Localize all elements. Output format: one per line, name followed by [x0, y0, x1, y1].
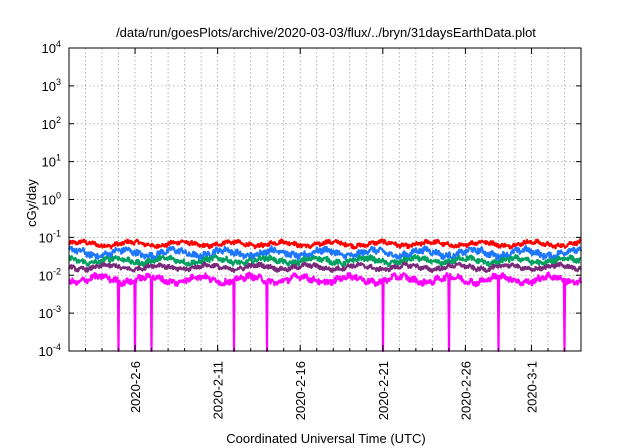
y-tick-exponent: 4: [56, 39, 61, 49]
y-tick-exponent: 1: [56, 153, 61, 163]
y-tick-exponent: -4: [53, 342, 61, 352]
data-series: [67, 238, 583, 353]
y-tick-label: 10-3: [39, 304, 61, 321]
y-tick-base: 10: [39, 230, 53, 245]
y-tick-base: 10: [42, 117, 56, 132]
y-tick-label: 101: [42, 153, 61, 170]
y-tick-base: 10: [39, 306, 53, 321]
series-line: [67, 244, 583, 262]
y-tick-base: 10: [42, 41, 56, 56]
x-tick-label: 2020-2-11: [211, 361, 226, 419]
series-line: [68, 261, 582, 274]
x-tick-label: 2020-2-26: [458, 361, 473, 420]
y-tick-base: 10: [42, 155, 56, 170]
y-tick-exponent: -1: [53, 228, 61, 238]
y-tick-exponent: 0: [56, 191, 61, 201]
y-tick-exponent: 2: [56, 115, 61, 125]
y-tick-label: 103: [42, 77, 61, 94]
chart-title: /data/run/goesPlots/archive/2020-03-03/f…: [116, 25, 536, 40]
y-tick-exponent: 3: [56, 77, 61, 87]
y-tick-exponent: -3: [53, 304, 61, 314]
plot-frame: [68, 47, 582, 352]
y-tick-label: 102: [42, 115, 61, 132]
y-tick-label: 10-2: [39, 266, 61, 283]
y-tick-base: 10: [39, 344, 53, 359]
x-tick-label: 2020-2-21: [376, 361, 391, 420]
x-tick-label: 2020-2-16: [293, 361, 308, 420]
series-line: [68, 253, 582, 267]
y-tick-label: 10-4: [39, 342, 61, 359]
series-line: [68, 271, 583, 353]
x-tick-label: 2020-2-6: [128, 361, 143, 413]
y-tick-base: 10: [39, 268, 53, 283]
series-line: [68, 238, 582, 250]
x-axis-label: Coordinated Universal Time (UTC): [226, 431, 425, 446]
x-tick-label: 2020-3-1: [524, 361, 539, 413]
y-tick-base: 10: [42, 79, 56, 94]
y-tick-label: 100: [42, 191, 61, 208]
y-tick-exponent: -2: [53, 266, 61, 276]
y-tick-base: 10: [42, 193, 56, 208]
y-axis-label: cGy/day: [24, 179, 39, 227]
y-tick-label: 10-1: [39, 228, 61, 245]
y-tick-label: 104: [42, 39, 61, 56]
